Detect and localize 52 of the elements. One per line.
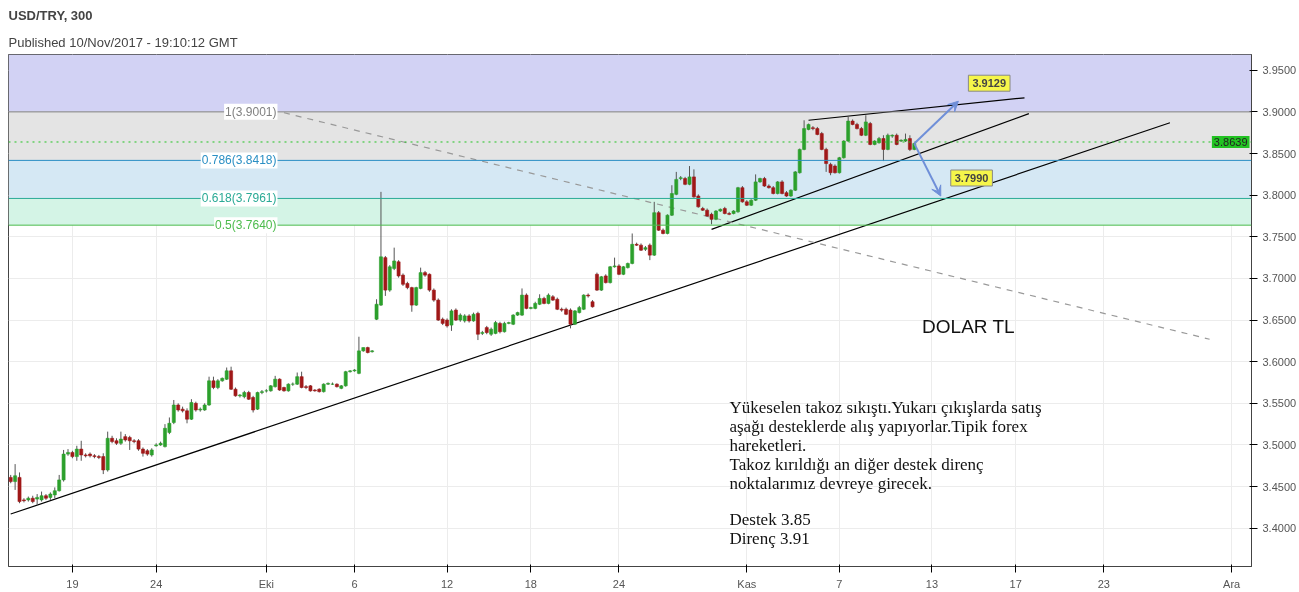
candlestick <box>449 308 454 332</box>
x-tick-label: 17 <box>1009 577 1022 590</box>
candlestick <box>335 382 339 389</box>
x-tick-label: 6 <box>351 577 358 590</box>
y-tick-label: 3.4000 <box>1262 522 1297 535</box>
y-tick-label: 3.9500 <box>1262 64 1297 77</box>
candlestick <box>476 311 480 341</box>
candlestick <box>79 440 84 462</box>
x-tick-label: Ara <box>1223 577 1242 590</box>
annotation: Yükeselen takoz sıkıştı.Yukarı çıkışlarda satış aşağı desteklerde alış yapıyorlar.Tipik forex hareketleri. Takoz kırıldığı an diğer destek direnç noktalarımız devreye girecek. <box>729 397 1042 493</box>
ref-line-label: 3.8639 <box>1213 136 1248 148</box>
y-tick-label: 3.8000 <box>1262 189 1297 202</box>
x-tick-label: 24 <box>612 577 626 590</box>
x-tick-label: 7 <box>836 577 843 590</box>
x-tick-label: Eki <box>258 577 274 590</box>
chart-title: USD/TRY, 300 <box>8 7 93 23</box>
ref-line-label: 0.786(3.8418) <box>201 153 277 168</box>
y-tick-label: 3.4500 <box>1262 480 1297 493</box>
x-tick-label: 12 <box>440 577 454 590</box>
candlestick <box>595 272 599 292</box>
annotation: 3.7990 <box>954 172 989 185</box>
y-tick-label: 3.5000 <box>1262 438 1297 451</box>
y-tick-label: 3.7000 <box>1262 272 1297 285</box>
y-tick-label: 3.5500 <box>1262 397 1297 410</box>
x-tick-label: Kas <box>737 577 757 590</box>
y-tick-label: 3.9000 <box>1262 105 1297 118</box>
candlestick <box>189 398 194 421</box>
candlestick <box>568 307 573 329</box>
ref-line-label: 1(3.9001) <box>225 104 277 119</box>
candlestick <box>881 134 886 162</box>
annotation: 3.9129 <box>972 77 1007 90</box>
candlestick <box>101 452 106 475</box>
x-tick-label: 24 <box>150 577 163 590</box>
annotation: DOLAR TL <box>922 315 1015 337</box>
ref-line-label: 0.5(3.7640) <box>215 218 277 233</box>
x-tick-label: 23 <box>1097 577 1110 590</box>
x-tick-label: 18 <box>524 577 537 590</box>
y-tick-label: 3.7500 <box>1262 230 1297 243</box>
x-tick-label: 13 <box>925 577 939 590</box>
candlestick <box>119 431 123 446</box>
candlestick <box>409 286 414 313</box>
annotation: Destek 3.85 Direnç 3.91 <box>729 510 811 549</box>
candlestick <box>387 264 392 293</box>
candlestick <box>13 463 17 491</box>
y-tick-label: 3.6500 <box>1262 314 1297 327</box>
chart-subtitle: Published 10/Nov/2017 - 19:10:12 GMT <box>8 34 238 50</box>
x-tick-label: 19 <box>66 577 79 590</box>
y-tick-label: 3.8500 <box>1262 147 1297 160</box>
candlestick <box>586 292 590 299</box>
ref-line-label: 0.618(3.7961) <box>201 191 277 206</box>
candlestick <box>630 232 635 265</box>
y-tick-label: 3.6000 <box>1262 355 1297 368</box>
